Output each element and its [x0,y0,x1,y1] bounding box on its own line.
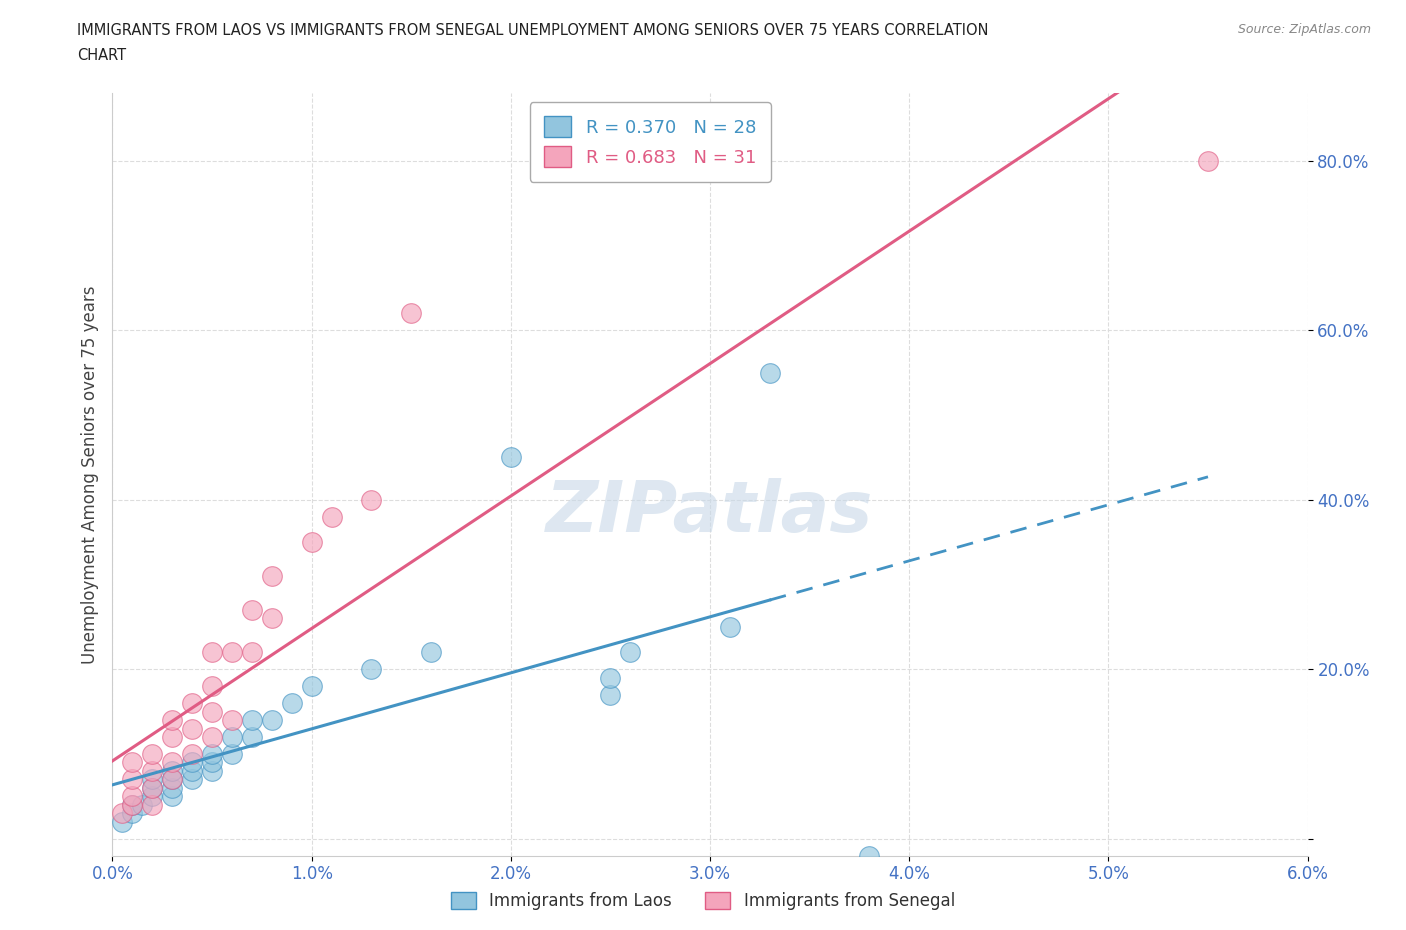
Point [240,603,263,618]
Text: ZIPatlas: ZIPatlas [547,478,873,547]
Point [181,721,204,736]
Point [181,772,204,787]
Point [201,704,224,719]
Legend: R = 0.370   N = 28, R = 0.683   N = 31: R = 0.370 N = 28, R = 0.683 N = 31 [530,102,770,181]
Point [111,805,134,820]
Point [121,755,143,770]
Point [420,644,443,659]
Point [401,306,423,321]
Point [121,772,143,787]
Point [619,644,641,659]
Point [162,729,183,744]
Point [201,747,224,762]
Point [162,780,183,795]
Point [759,365,782,380]
Point [141,797,163,812]
Point [121,797,143,812]
Point [121,805,143,820]
Point [499,450,522,465]
Point [201,764,224,778]
Point [360,662,382,677]
Point [162,764,183,778]
Point [240,712,263,727]
Point [201,755,224,770]
Text: CHART: CHART [77,48,127,63]
Point [281,696,304,711]
Point [201,729,224,744]
Point [301,679,323,694]
Point [1197,153,1219,168]
Point [121,797,143,812]
Point [260,611,283,626]
Point [181,696,204,711]
Point [201,679,224,694]
Point [181,764,204,778]
Point [141,764,163,778]
Text: Source: ZipAtlas.com: Source: ZipAtlas.com [1237,23,1371,36]
Point [240,729,263,744]
Y-axis label: Unemployment Among Seniors over 75 years: Unemployment Among Seniors over 75 years [80,286,98,663]
Point [141,780,163,795]
Point [201,644,224,659]
Point [162,712,183,727]
Legend: Immigrants from Laos, Immigrants from Senegal: Immigrants from Laos, Immigrants from Se… [444,885,962,917]
Point [599,687,621,702]
Point [260,712,283,727]
Point [131,797,153,812]
Point [111,815,134,830]
Point [121,789,143,804]
Point [858,848,880,863]
Point [260,568,283,583]
Point [240,644,263,659]
Point [162,772,183,787]
Point [141,747,163,762]
Point [221,644,243,659]
Text: IMMIGRANTS FROM LAOS VS IMMIGRANTS FROM SENEGAL UNEMPLOYMENT AMONG SENIORS OVER : IMMIGRANTS FROM LAOS VS IMMIGRANTS FROM … [77,23,988,38]
Point [181,755,204,770]
Point [141,780,163,795]
Point [321,510,343,525]
Point [221,729,243,744]
Point [301,535,323,550]
Point [162,772,183,787]
Point [221,712,243,727]
Point [141,789,163,804]
Point [360,492,382,507]
Point [599,671,621,685]
Point [718,619,741,634]
Point [181,747,204,762]
Point [221,747,243,762]
Point [141,772,163,787]
Point [162,755,183,770]
Point [162,789,183,804]
